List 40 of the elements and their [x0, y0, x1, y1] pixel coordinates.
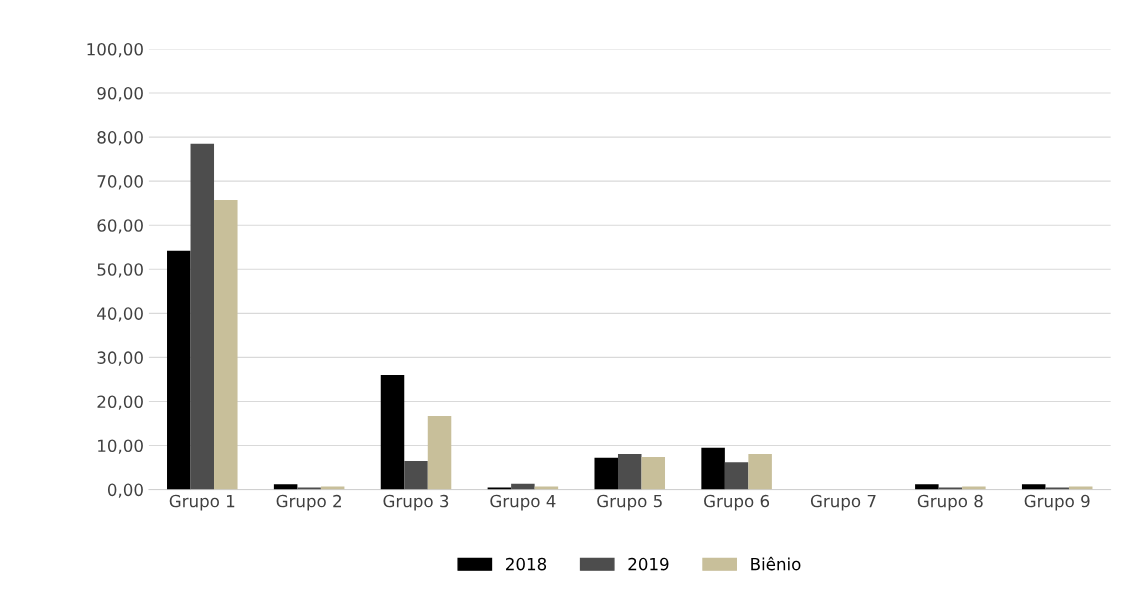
x-tick-label: Grupo 2	[276, 494, 341, 511]
legend-label: 2019	[628, 557, 669, 571]
x-tick-label: Grupo 7	[810, 494, 876, 511]
legend-label: Biênio	[751, 556, 801, 571]
bar	[380, 375, 405, 490]
x-tick-label: Grupo 4	[490, 494, 556, 511]
bar	[297, 487, 321, 490]
bar	[724, 462, 749, 490]
bar	[617, 453, 642, 490]
bar	[1021, 484, 1046, 490]
y-tick-label: 40,00	[97, 307, 143, 322]
bar	[1045, 487, 1069, 490]
bar	[748, 453, 772, 490]
y-tick-label: 60,00	[97, 219, 143, 234]
bar	[214, 200, 238, 490]
legend-label: 2018	[506, 557, 547, 571]
x-tick-label: Grupo 8	[917, 494, 983, 511]
y-tick-label: 30,00	[97, 351, 143, 366]
y-tick-label: 100,00	[87, 42, 143, 58]
bar	[915, 484, 939, 490]
bar	[701, 447, 725, 490]
x-tick-label: Grupo 6	[704, 494, 770, 511]
bar	[594, 457, 618, 490]
y-tick-label: 80,00	[97, 131, 143, 146]
bar	[167, 250, 191, 490]
y-tick-label: 50,00	[97, 263, 143, 278]
bar	[641, 456, 666, 490]
x-tick-label: Grupo 1	[169, 494, 235, 511]
x-tick-label: Grupo 3	[383, 494, 449, 511]
bar	[273, 484, 298, 490]
y-tick-label: 90,00	[97, 86, 143, 102]
x-tick-label: Grupo 5	[597, 494, 662, 511]
bar	[190, 143, 215, 490]
y-tick-label: 20,00	[97, 395, 143, 410]
y-tick-label: 0,00	[107, 483, 143, 498]
bar	[427, 416, 452, 490]
y-tick-label: 10,00	[98, 439, 143, 454]
x-tick-label: Grupo 9	[1024, 494, 1090, 511]
bar	[404, 460, 428, 490]
y-tick-label: 70,00	[97, 175, 143, 190]
